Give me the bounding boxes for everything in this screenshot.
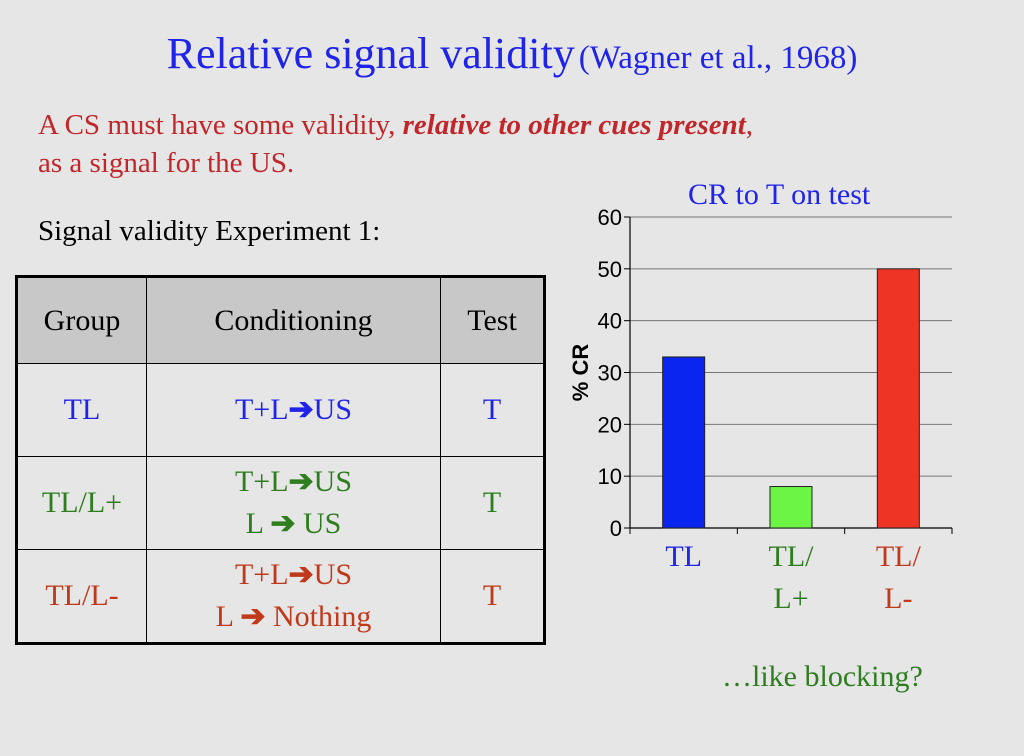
cond-left: L bbox=[245, 507, 271, 540]
y-tick-label: 40 bbox=[598, 309, 622, 334]
table-body: TL T+L➔US T TL/L+ T+L➔US L ➔ US T TL/L- T+L➔US L … bbox=[16, 363, 545, 644]
title-main: Relative signal validity bbox=[166, 29, 575, 78]
table-row: TL T+L➔US T bbox=[16, 363, 545, 457]
cond-right: Nothing bbox=[265, 600, 372, 633]
cond-left: T+L bbox=[234, 393, 289, 426]
y-tick-label: 0 bbox=[610, 516, 622, 541]
conditioning-line: T+L➔US bbox=[147, 389, 440, 431]
x-category-label: L+ bbox=[773, 582, 808, 615]
experiment-label: Signal validity Experiment 1: bbox=[38, 215, 381, 247]
cell-test: T bbox=[440, 363, 545, 457]
cell-group: TL/L+ bbox=[16, 456, 147, 550]
title-citation: (Wagner et al., 1968) bbox=[578, 40, 858, 76]
cond-right: US bbox=[313, 393, 353, 426]
bar bbox=[876, 268, 920, 529]
cond-right: US bbox=[313, 558, 353, 591]
table-row: TL/L- T+L➔US L ➔ Nothing T bbox=[16, 549, 545, 644]
header-test: Test bbox=[440, 276, 545, 364]
arrow-icon: ➔ bbox=[288, 393, 314, 426]
intro-line2: as a signal for the US. bbox=[38, 147, 295, 179]
cond-left: T+L bbox=[234, 465, 289, 498]
y-tick-label: 10 bbox=[598, 464, 622, 489]
cell-test: T bbox=[440, 456, 545, 550]
intro-emphasis: relative to other cues present bbox=[402, 109, 746, 141]
y-axis-label: % CR bbox=[568, 344, 593, 402]
arrow-icon: ➔ bbox=[288, 558, 314, 591]
cond-right: US bbox=[313, 465, 353, 498]
design-table: Group Conditioning Test TL T+L➔US T TL/L+ T+… bbox=[15, 275, 546, 645]
slide-title: Relative signal validity (Wagner et al.,… bbox=[0, 28, 1024, 79]
cell-test: T bbox=[440, 549, 545, 644]
cell-conditioning: T+L➔US bbox=[146, 363, 441, 457]
cell-group: TL bbox=[16, 363, 147, 457]
footnote: …like blocking? bbox=[722, 660, 923, 693]
bar bbox=[662, 356, 706, 529]
cell-conditioning: T+L➔US L ➔ Nothing bbox=[146, 549, 441, 644]
conditioning-line: T+L➔US bbox=[147, 461, 440, 503]
chart-title: CR to T on test bbox=[688, 178, 871, 211]
arrow-icon: ➔ bbox=[288, 465, 314, 498]
header-group: Group bbox=[16, 276, 147, 364]
table-header-row: Group Conditioning Test bbox=[16, 276, 545, 364]
conditioning-line: L ➔ Nothing bbox=[147, 596, 440, 638]
arrow-icon: ➔ bbox=[270, 507, 296, 540]
conditioning-line: T+L➔US bbox=[147, 554, 440, 596]
y-tick-label: 50 bbox=[598, 257, 622, 282]
cond-left: T+L bbox=[234, 558, 289, 591]
cell-conditioning: T+L➔US L ➔ US bbox=[146, 456, 441, 550]
arrow-icon: ➔ bbox=[240, 600, 266, 633]
intro-part1: A CS must have some validity, bbox=[38, 109, 403, 141]
conditioning-line: L ➔ US bbox=[147, 503, 440, 545]
x-category-label: TL/ bbox=[876, 540, 922, 573]
bar-chart: 0 10 20 30 40 50 60 TL TL/L+ TL/L- % CR bbox=[568, 205, 953, 615]
bar bbox=[769, 486, 813, 529]
y-tick-label: 30 bbox=[598, 361, 622, 386]
intro-part2: , bbox=[745, 109, 754, 141]
cond-left: L bbox=[215, 600, 241, 633]
cell-group: TL/L- bbox=[16, 549, 147, 644]
cond-right: US bbox=[295, 507, 342, 540]
y-tick-label: 20 bbox=[598, 412, 622, 437]
x-category-label: L- bbox=[884, 582, 912, 615]
header-conditioning: Conditioning bbox=[146, 276, 441, 364]
x-category-label: TL/ bbox=[769, 540, 815, 573]
table-row: TL/L+ T+L➔US L ➔ US T bbox=[16, 456, 545, 550]
intro-text: A CS must have some validity, relative t… bbox=[38, 106, 938, 182]
y-tick-label: 60 bbox=[598, 205, 622, 230]
x-category-label: TL bbox=[665, 540, 702, 573]
